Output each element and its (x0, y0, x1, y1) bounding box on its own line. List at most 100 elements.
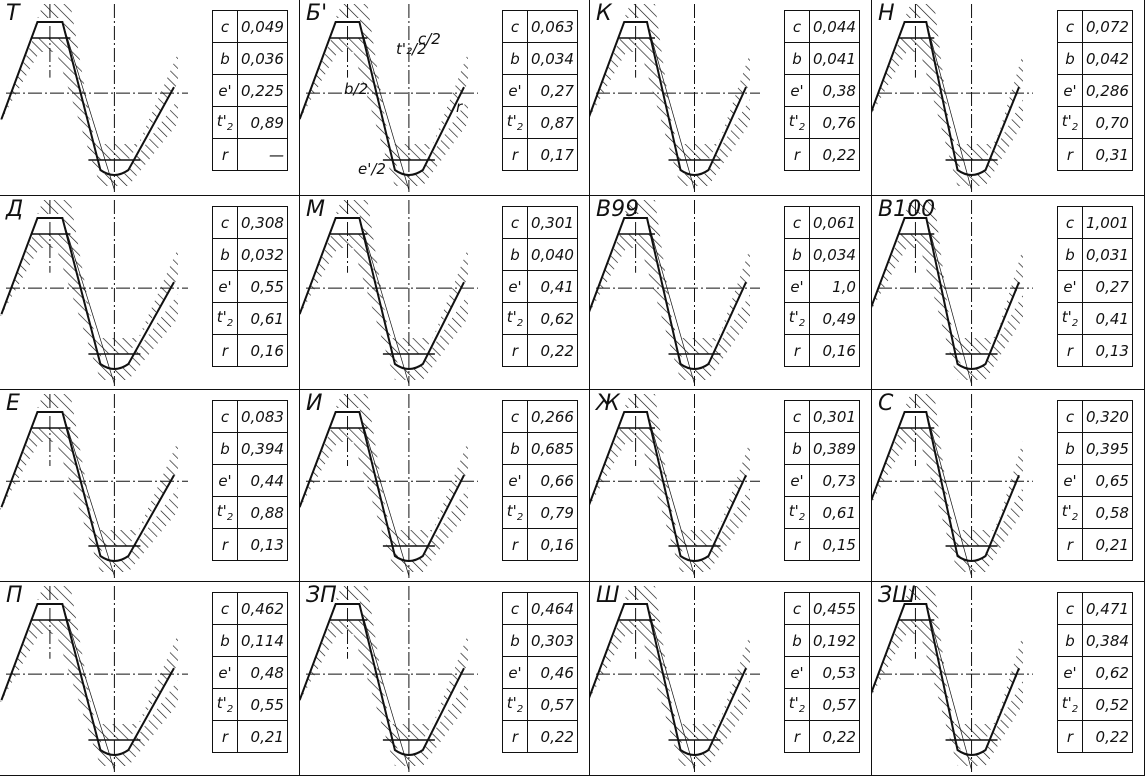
parameter-row: t'2 0,70 (1057, 106, 1133, 139)
parameter-symbol: r (502, 528, 528, 561)
parameter-value: 0,21 (237, 720, 288, 753)
parameter-table: c 0,308 b 0,032 e' 0,55 t'2 0,61 r 0,16 (212, 206, 288, 367)
parameter-value: 0,57 (809, 688, 860, 721)
parameter-row: r — (212, 138, 288, 171)
parameter-row: e' 0,286 (1057, 74, 1133, 107)
parameter-row: b 0,031 (1057, 238, 1133, 271)
parameter-row: t'2 0,49 (784, 302, 860, 335)
thread-profile-outline (872, 603, 1020, 756)
parameter-value: 0,41 (1082, 302, 1133, 335)
parameter-row: e' 0,225 (212, 74, 288, 107)
parameter-value: 0,46 (527, 656, 578, 689)
parameter-value: 0,042 (1082, 42, 1133, 75)
parameter-row: c 0,462 (212, 592, 288, 625)
parameter-value: 0,044 (809, 10, 860, 43)
parameter-row: r 0,22 (502, 334, 578, 367)
parameter-row: r 0,15 (784, 528, 860, 561)
parameter-row: c 0,266 (502, 400, 578, 433)
parameter-row: r 0,21 (212, 720, 288, 753)
parameter-value: 0,034 (527, 42, 578, 75)
parameter-symbol: t'2 (784, 496, 810, 529)
thread-profile-drawing (872, 4, 1033, 192)
parameter-row: c 0,308 (212, 206, 288, 239)
dimension-label-c-half: c/2 (418, 30, 441, 48)
parameter-row: c 0,464 (502, 592, 578, 625)
profile-cell: Тc 0,049 b 0,036 e' 0,225 t'2 0,89 r — (0, 0, 300, 196)
construction-line (62, 411, 115, 577)
parameter-row: e' 0,66 (502, 464, 578, 497)
parameter-row: r 0,16 (212, 334, 288, 367)
parameter-value: 0,114 (237, 624, 288, 657)
parameter-symbol: c (212, 592, 238, 625)
parameter-table: c 0,320 b 0,395 e' 0,65 t'2 0,58 r 0,21 (1057, 400, 1133, 561)
parameter-symbol: r (784, 528, 810, 561)
parameter-symbol: c (502, 206, 528, 239)
profile-label: Д (6, 197, 24, 222)
parameter-row: t'2 0,79 (502, 496, 578, 529)
profile-label: ЗШ (878, 583, 916, 608)
parameter-symbol: b (212, 238, 238, 271)
parameter-value: 0,49 (809, 302, 860, 335)
profile-label: Б' (306, 1, 328, 26)
parameter-value: 0,38 (809, 74, 860, 107)
parameter-row: c 0,455 (784, 592, 860, 625)
parameter-symbol: c (212, 10, 238, 43)
thread-profile-drawing (590, 586, 760, 772)
parameter-symbol: e' (1057, 74, 1083, 107)
parameter-row: t'2 0,76 (784, 106, 860, 139)
parameter-row: b 0,394 (212, 432, 288, 465)
parameter-symbol: e' (212, 464, 238, 497)
parameter-value: 0,303 (527, 624, 578, 657)
parameter-symbol: r (212, 720, 238, 753)
parameter-value: 0,66 (527, 464, 578, 497)
parameter-row: t'2 0,62 (502, 302, 578, 335)
parameter-symbol: t'2 (212, 688, 238, 721)
parameter-row: b 0,034 (784, 238, 860, 271)
profile-cell: ЗШ c 0,471 b 0,384 e' 0,62 t'2 0,52 r 0,22 (872, 582, 1145, 776)
parameter-value: 1,0 (809, 270, 860, 303)
parameter-symbol: c (502, 400, 528, 433)
thread-profile-outline (872, 217, 1020, 370)
parameter-value: 0,73 (809, 464, 860, 497)
parameter-row: t'2 0,61 (784, 496, 860, 529)
parameter-symbol: e' (502, 270, 528, 303)
parameter-row: c 0,044 (784, 10, 860, 43)
parameter-row: c 0,471 (1057, 592, 1133, 625)
parameter-symbol: e' (784, 656, 810, 689)
parameter-value: 0,65 (1082, 464, 1133, 497)
parameter-row: b 0,032 (212, 238, 288, 271)
parameter-table: c 0,266 b 0,685 e' 0,66 t'2 0,79 r 0,16 (502, 400, 578, 561)
construction-line (646, 217, 695, 385)
construction-line (359, 603, 410, 771)
parameter-value: 0,301 (527, 206, 578, 239)
parameter-value: 0,61 (809, 496, 860, 529)
parameter-value: 0,22 (809, 138, 860, 171)
parameter-row: r 0,16 (502, 528, 578, 561)
parameter-value: 0,58 (1082, 496, 1133, 529)
profile-label: М (306, 197, 325, 222)
profile-label: П (6, 583, 23, 608)
thread-profile-outline (0, 603, 175, 756)
thread-profile-outline (0, 217, 175, 370)
parameter-row: b 0,192 (784, 624, 860, 657)
parameter-row: c 0,301 (502, 206, 578, 239)
parameter-value: 0,301 (809, 400, 860, 433)
parameter-symbol: t'2 (502, 688, 528, 721)
parameter-value: 1,001 (1082, 206, 1133, 239)
thread-profile-outline (300, 603, 465, 756)
parameter-row: r 0,13 (212, 528, 288, 561)
parameter-symbol: t'2 (784, 302, 810, 335)
parameter-row: t'2 0,57 (502, 688, 578, 721)
thread-profile-drawing (0, 200, 188, 386)
parameter-symbol: c (212, 400, 238, 433)
parameter-value: 0,48 (237, 656, 288, 689)
parameter-row: t'2 0,88 (212, 496, 288, 529)
parameter-row: e' 0,65 (1057, 464, 1133, 497)
parameter-value: 0,17 (527, 138, 578, 171)
